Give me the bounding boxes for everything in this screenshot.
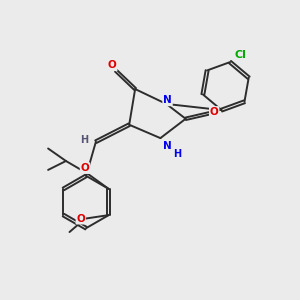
Text: O: O	[210, 107, 219, 117]
Text: Cl: Cl	[235, 50, 246, 60]
Text: N: N	[163, 141, 171, 152]
Text: O: O	[81, 163, 89, 173]
Text: H: H	[80, 135, 88, 145]
Text: H: H	[173, 148, 181, 159]
Text: N: N	[163, 95, 172, 105]
Text: O: O	[76, 214, 85, 224]
Text: O: O	[108, 60, 117, 70]
